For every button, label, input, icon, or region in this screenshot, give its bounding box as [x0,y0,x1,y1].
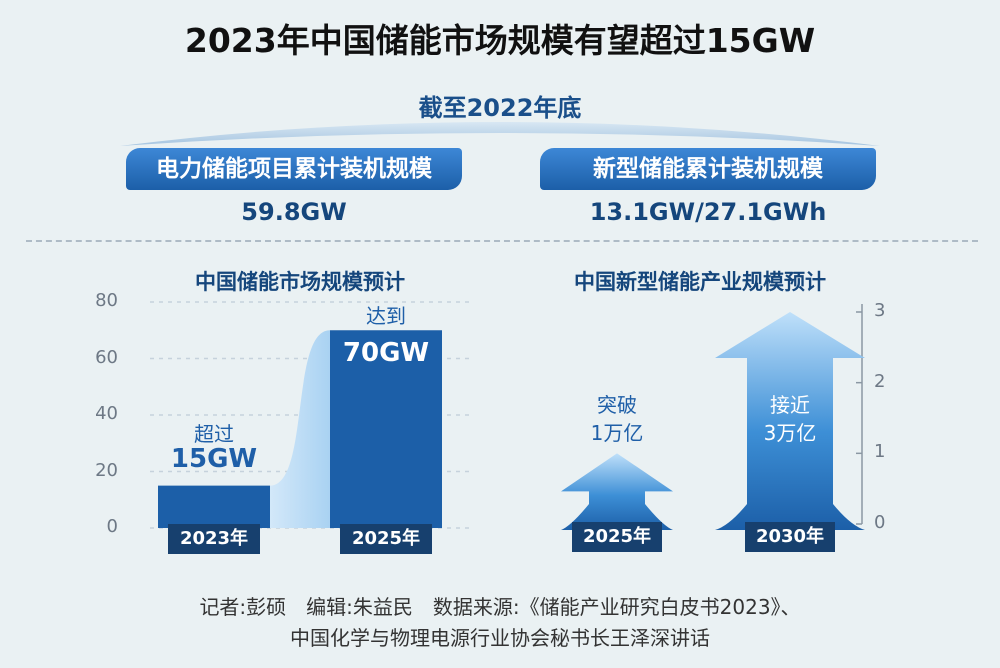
growth-flow [270,330,330,528]
bar-2025年 [330,330,442,528]
y-tick-label: 40 [95,403,118,424]
arrow-value-2030: 3万亿 [763,421,817,445]
y-tick-label: 0 [106,516,118,537]
footer-line-2: 中国化学与物理电源行业协会秘书长王泽深讲话 [290,626,710,650]
bar-2023年 [158,485,270,528]
arrow-note-2025: 突破 [597,393,637,417]
chart-title-industry-scale: 中国新型储能产业规模预计 [574,270,826,294]
bar-value-2025: 70GW [342,338,430,369]
x-category-label: 2023年 [168,524,260,554]
subtitle: 截至2022年底 [418,94,582,122]
arrow-2025年 [561,453,673,530]
chart-title-market-scale: 中国储能市场规模预计 [195,270,405,294]
y-tick-label: 3 [874,300,886,321]
arrow-2030年 [715,312,865,530]
bar-value-2023: 15GW [170,443,258,474]
y-tick-label: 1 [874,441,886,463]
section-divider [26,240,978,242]
x-category-label: 2025年 [572,522,662,552]
footer-line-1: 记者:彭硕 编辑:朱益民 数据来源:《储能产业研究白皮书2023》、 [199,595,801,619]
x-category-label: 2025年 [340,524,432,554]
y-tick-label: 80 [95,290,118,311]
bar-note-2025: 达到 [366,304,406,329]
y-tick-label: 0 [874,512,886,533]
x-category-label: 2030年 [745,522,835,552]
summary-value-new-storage: 13.1GW/27.1GWh [589,198,827,226]
summary-label-new-storage: 新型储能累计装机规模 [540,148,876,190]
bar-note-2023: 超过 [194,421,234,446]
y-tick-label: 2 [874,370,886,392]
summary-value-power-storage: 59.8GW [241,198,347,226]
footer-credits: 记者:彭硕 编辑:朱益民 数据来源:《储能产业研究白皮书2023》、 中国化学与… [40,592,960,654]
arrow-note-2030: 接近 [770,393,810,417]
summary-label-power-storage: 电力储能项目累计装机规模 [126,148,462,190]
y-tick-label: 60 [95,346,118,368]
y-tick-label: 20 [95,459,118,481]
arrow-value-2025: 1万亿 [590,421,644,445]
page-title: 2023年中国储能市场规模有望超过15GW [184,21,816,60]
